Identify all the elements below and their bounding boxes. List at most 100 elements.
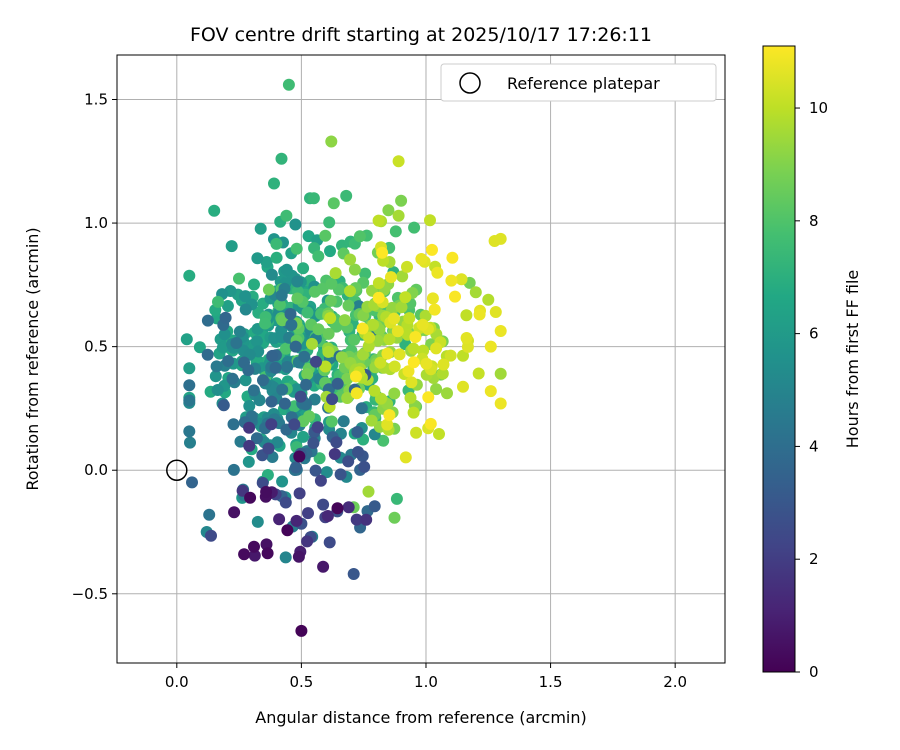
data-point xyxy=(183,425,196,438)
data-point xyxy=(253,394,266,407)
data-point xyxy=(201,314,214,327)
data-point xyxy=(261,547,274,560)
data-point xyxy=(424,214,436,227)
data-point xyxy=(420,357,433,370)
data-point xyxy=(446,251,459,264)
data-point xyxy=(405,376,418,389)
data-point xyxy=(403,312,416,325)
data-point xyxy=(238,548,251,561)
data-point xyxy=(269,361,282,374)
data-point xyxy=(297,430,310,443)
data-point xyxy=(302,507,314,520)
data-point xyxy=(322,327,335,340)
data-point xyxy=(205,529,217,542)
data-point xyxy=(352,446,364,458)
data-point xyxy=(248,549,261,562)
data-point xyxy=(303,410,316,423)
data-point xyxy=(281,361,294,373)
data-point xyxy=(489,306,502,318)
colorbar-tick-label: 0 xyxy=(809,663,819,681)
data-point xyxy=(350,370,362,383)
data-point xyxy=(324,312,337,325)
data-point xyxy=(408,221,421,234)
data-point xyxy=(374,356,387,369)
data-point xyxy=(469,286,482,299)
data-point xyxy=(348,263,361,276)
data-point xyxy=(221,300,234,312)
data-point xyxy=(260,256,273,268)
data-point xyxy=(290,514,303,527)
data-point xyxy=(262,283,275,296)
data-point xyxy=(326,393,339,406)
data-point xyxy=(183,362,196,375)
data-point xyxy=(410,426,423,439)
data-point xyxy=(180,333,193,346)
data-point xyxy=(377,434,390,447)
data-point xyxy=(325,277,338,290)
data-point xyxy=(348,333,361,346)
data-point xyxy=(409,331,422,343)
data-point xyxy=(291,292,304,305)
legend-reference-marker xyxy=(459,72,481,94)
data-point xyxy=(275,289,288,302)
x-tick-label: 1.5 xyxy=(539,673,563,691)
data-point xyxy=(494,367,507,380)
data-point xyxy=(184,436,196,449)
data-point xyxy=(319,360,332,373)
data-point xyxy=(351,426,364,438)
data-point xyxy=(460,309,473,322)
data-point xyxy=(385,271,397,284)
data-point xyxy=(391,325,404,338)
data-point xyxy=(279,496,292,509)
data-point xyxy=(317,498,330,511)
colorbar-ticks: 0 2 4 6 8 10 xyxy=(795,99,828,681)
data-point xyxy=(355,402,368,415)
data-point xyxy=(389,225,402,238)
data-point xyxy=(266,349,279,362)
data-point xyxy=(265,395,278,408)
data-point xyxy=(222,355,235,367)
data-point xyxy=(216,341,229,354)
data-point xyxy=(211,384,224,396)
data-point xyxy=(323,536,336,549)
data-point xyxy=(358,460,371,473)
data-point xyxy=(329,267,342,280)
data-point xyxy=(372,277,385,290)
data-point xyxy=(360,513,373,526)
data-point xyxy=(279,551,292,564)
data-point xyxy=(278,397,291,410)
data-points xyxy=(180,78,507,637)
data-point xyxy=(276,314,289,327)
data-point xyxy=(288,418,301,431)
data-point xyxy=(402,365,415,378)
data-point xyxy=(294,390,307,403)
data-point xyxy=(445,274,458,287)
data-point xyxy=(386,301,399,314)
data-point xyxy=(416,318,429,331)
x-tick-label: 1.0 xyxy=(414,673,438,691)
data-point xyxy=(290,242,303,255)
data-point xyxy=(455,273,468,286)
data-point xyxy=(270,251,283,264)
data-point xyxy=(375,392,387,405)
data-point xyxy=(210,360,223,373)
data-point xyxy=(342,299,355,312)
data-point xyxy=(331,502,344,515)
data-point xyxy=(319,229,332,242)
data-point xyxy=(482,293,495,306)
data-point xyxy=(342,455,355,468)
data-point xyxy=(368,384,381,397)
data-point xyxy=(325,135,338,148)
data-point xyxy=(313,452,326,465)
data-point xyxy=(324,245,336,258)
data-point xyxy=(350,513,363,526)
data-point xyxy=(250,335,263,348)
data-point xyxy=(392,209,405,222)
data-point xyxy=(201,348,214,361)
data-point xyxy=(484,385,497,398)
data-point xyxy=(275,152,288,165)
data-point xyxy=(289,461,302,474)
data-point xyxy=(437,358,450,371)
data-point xyxy=(357,348,369,361)
data-point xyxy=(276,383,289,396)
